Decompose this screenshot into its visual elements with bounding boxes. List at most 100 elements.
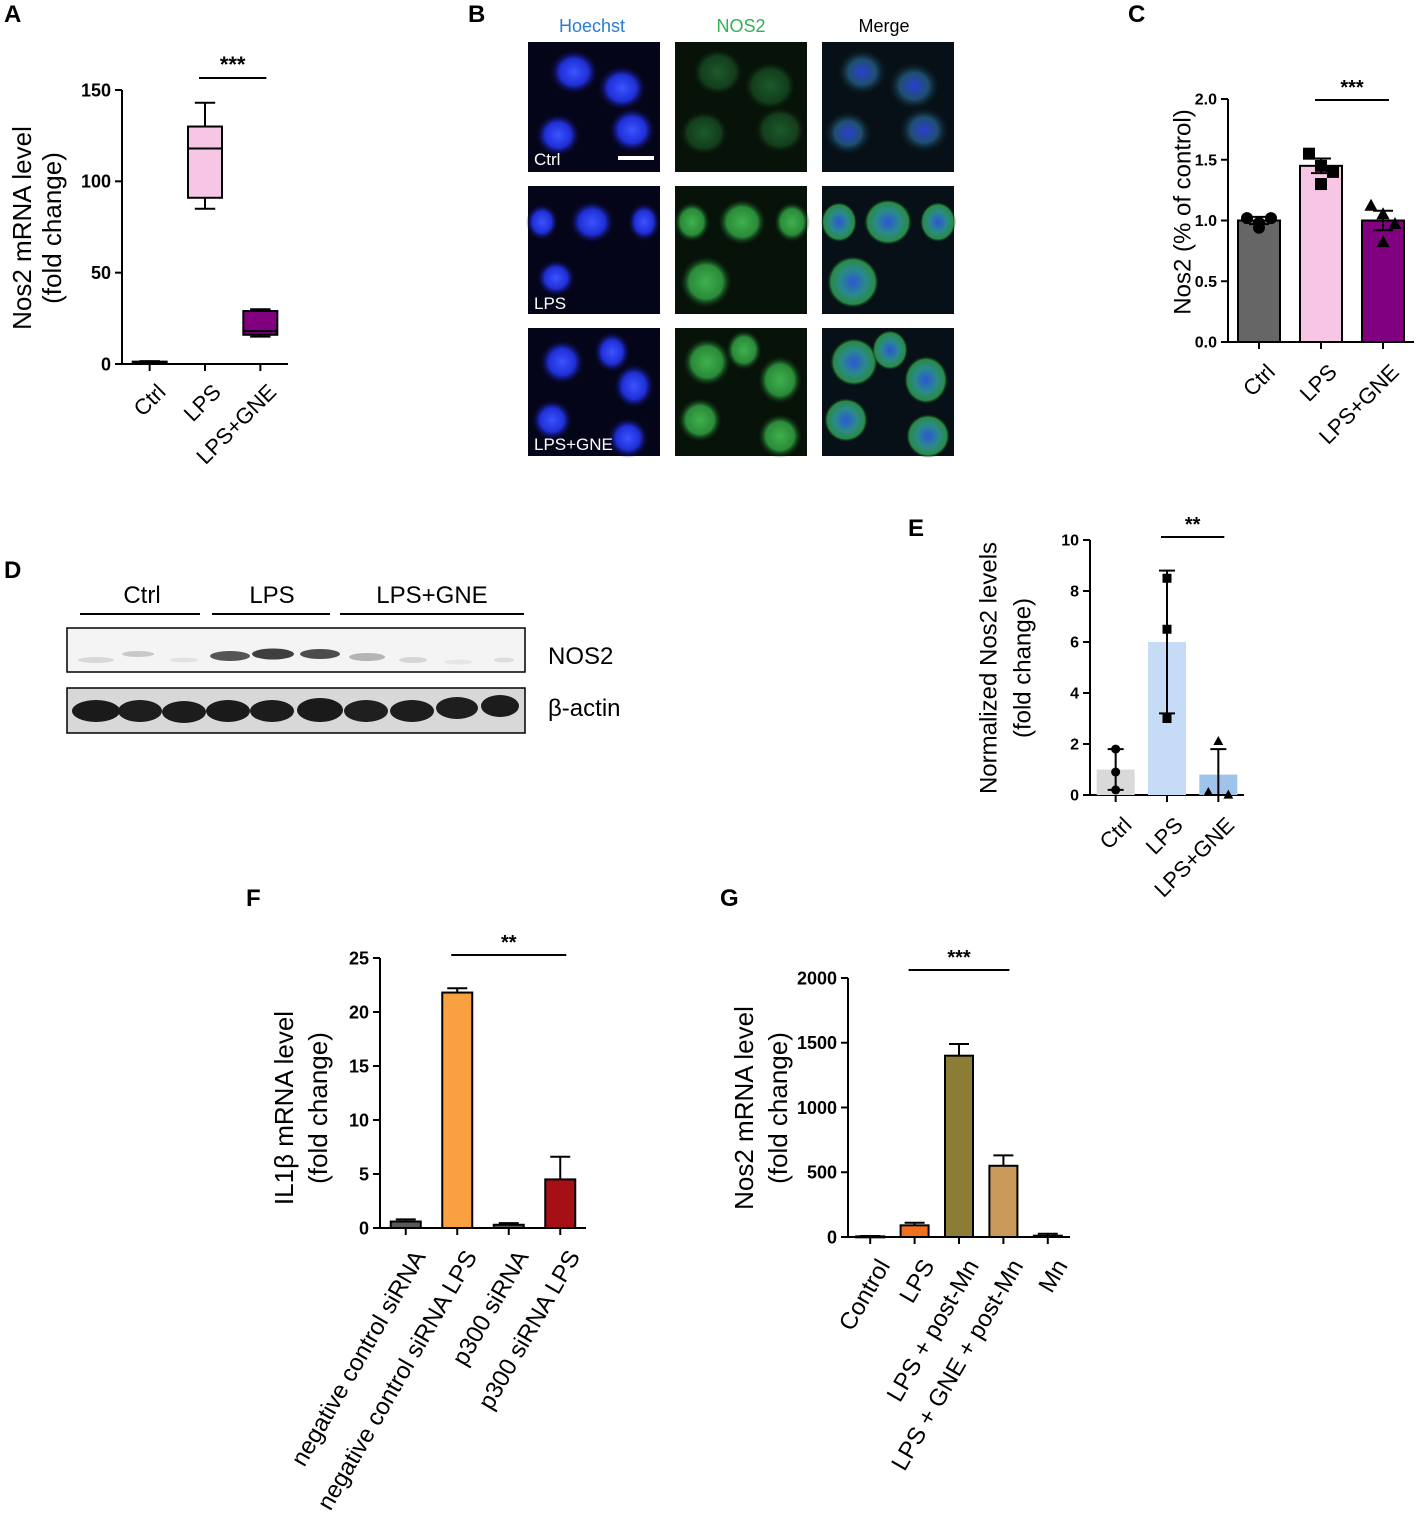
row-label-lps-gne: LPS+GNE <box>534 435 613 454</box>
e-y-axis-label: Normalized Nos2 levels <box>975 542 1002 794</box>
e-y-tick-label: 10 <box>1061 533 1079 550</box>
g-significance-label: *** <box>947 947 971 969</box>
panel-letter-a: A <box>4 1 21 28</box>
f-y-axis-label: IL1β mRNA level <box>269 1011 299 1205</box>
e-y-axis-label: (fold change) <box>1009 598 1036 738</box>
panel-letter-g: G <box>720 885 739 912</box>
c-data-point <box>1327 165 1339 178</box>
g-y-tick-label: 2000 <box>797 968 837 988</box>
nuclei-lps-hoechst <box>526 201 660 296</box>
a-y-tick-label: 100 <box>81 172 111 192</box>
c-data-point <box>1315 159 1327 172</box>
row-label-lps: LPS <box>534 294 566 313</box>
e-data-point <box>1203 787 1214 797</box>
blot-group-lps: LPS <box>249 582 294 609</box>
cells-ctrl-nos2 <box>680 49 805 155</box>
a-y-tick-label: 150 <box>81 80 111 100</box>
f-y-tick-label: 5 <box>359 1164 369 1184</box>
g-y-tick-label: 1500 <box>797 1033 837 1053</box>
e-data-point <box>1162 624 1172 634</box>
c-bar <box>1237 219 1281 343</box>
a-significance-label: *** <box>220 52 246 77</box>
cells-gne-merge <box>824 330 950 458</box>
c-x-tick-label: LPS <box>1295 359 1342 406</box>
e-data-point <box>1111 785 1121 795</box>
f-bar <box>441 991 474 1229</box>
g-x-tick-label: LPS <box>894 1255 940 1308</box>
f-y-tick-label: 10 <box>349 1110 369 1130</box>
a-y-axis-label: (fold change) <box>37 152 67 304</box>
g-y-axis-label: (fold change) <box>763 1032 793 1184</box>
c-bar <box>1299 164 1343 343</box>
cells-lps-nos2 <box>674 199 810 308</box>
panel-letter-b: B <box>468 1 485 28</box>
blot-nos2-bands <box>78 648 514 665</box>
c-x-tick-label: Ctrl <box>1238 359 1280 401</box>
e-y-tick-label: 2 <box>1070 737 1079 754</box>
nuclei-ctrl-hoechst <box>536 50 655 156</box>
e-data-point <box>1213 736 1224 746</box>
e-significance-label: ** <box>1185 514 1201 536</box>
f-bar <box>492 1223 525 1230</box>
c-data-point <box>1376 207 1390 220</box>
panel-letter-f: F <box>246 885 261 912</box>
row-label-ctrl: Ctrl <box>534 150 560 169</box>
c-y-tick-label: 2.0 <box>1195 92 1217 109</box>
f-y-tick-label: 15 <box>349 1056 369 1076</box>
e-y-tick-label: 0 <box>1070 788 1079 805</box>
a-y-axis-label: Nos2 mRNA level <box>7 126 37 330</box>
western-blot: Ctrl LPS LPS+GNE NOS2 <box>66 582 621 734</box>
a-x-tick-label: LPS <box>179 379 226 426</box>
g-bar <box>1032 1234 1063 1238</box>
e-data-point <box>1162 714 1172 723</box>
c-y-tick-label: 1.0 <box>1195 213 1217 230</box>
blot-group-ctrl: Ctrl <box>123 582 160 609</box>
e-data-point <box>1111 767 1121 777</box>
c-data-point <box>1303 147 1315 160</box>
g-bar <box>988 1164 1019 1239</box>
e-y-tick-label: 4 <box>1070 686 1079 703</box>
g-y-axis-label: Nos2 mRNA level <box>729 1006 759 1210</box>
f-y-tick-label: 0 <box>359 1218 369 1238</box>
g-bar <box>944 1054 974 1238</box>
g-y-tick-label: 0 <box>827 1227 837 1247</box>
c-data-point <box>1315 178 1327 191</box>
cells-gne-nos2 <box>678 330 802 458</box>
scale-bar <box>618 156 654 160</box>
c-y-tick-label: 0.0 <box>1195 335 1217 352</box>
c-y-tick-label: 1.5 <box>1195 152 1217 169</box>
g-bar <box>899 1224 930 1238</box>
chart-g: 0 500 1000 1500 2000 Nos2 mRNA level (fold cha… <box>729 947 1074 1475</box>
blot-label-actin: β-actin <box>548 695 621 722</box>
a-y-tick-label: 0 <box>101 354 111 374</box>
col-title-merge: Merge <box>858 16 909 36</box>
f-y-tick-label: 25 <box>349 948 369 968</box>
c-y-tick-label: 0.5 <box>1195 274 1217 291</box>
panel-letter-c: C <box>1128 1 1145 28</box>
blot-group-lps-gne: LPS+GNE <box>376 582 487 609</box>
c-significance-label: *** <box>1340 77 1364 99</box>
chart-e: 0 2 4 6 8 10 Normalized Nos2 levels (fold chang… <box>975 514 1244 902</box>
f-bar <box>389 1220 422 1230</box>
a-box <box>242 310 279 336</box>
col-title-nos2: NOS2 <box>716 16 765 36</box>
f-bar <box>544 1178 577 1230</box>
f-y-tick-label: 20 <box>349 1002 369 1022</box>
cells-lps-merge <box>821 199 956 308</box>
g-x-tick-label: Mn <box>1033 1255 1073 1297</box>
c-data-point <box>1388 216 1402 229</box>
blot-nos2-membrane <box>66 627 526 673</box>
nuclei-gne-hoechst <box>532 332 654 458</box>
g-x-tick-label: Control <box>834 1255 896 1336</box>
microscopy-panel: Hoechst NOS2 Merge Ctrl <box>526 16 956 458</box>
e-data-point <box>1162 573 1172 583</box>
g-y-tick-label: 500 <box>807 1163 837 1183</box>
a-x-tick-label: Ctrl <box>129 379 171 421</box>
c-data-point <box>1376 235 1390 248</box>
a-box <box>187 125 223 199</box>
c-data-point <box>1364 198 1378 211</box>
c-data-point <box>1241 212 1253 225</box>
c-data-point <box>1253 221 1265 234</box>
